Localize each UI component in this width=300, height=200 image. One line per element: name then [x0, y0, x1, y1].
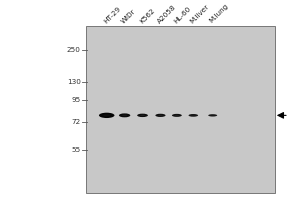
Ellipse shape [172, 114, 182, 117]
Ellipse shape [158, 115, 163, 116]
Text: 55: 55 [71, 147, 81, 153]
Ellipse shape [155, 114, 166, 117]
Text: 95: 95 [71, 97, 81, 103]
Ellipse shape [99, 113, 115, 118]
Ellipse shape [119, 113, 130, 117]
Text: A2058: A2058 [156, 4, 177, 24]
Text: 250: 250 [67, 47, 81, 53]
Text: HL-60: HL-60 [172, 5, 192, 24]
Ellipse shape [175, 115, 179, 116]
Text: 130: 130 [67, 79, 81, 85]
Text: K562: K562 [138, 7, 156, 24]
Text: M.lung: M.lung [208, 3, 230, 24]
Text: HT-29: HT-29 [103, 5, 122, 24]
Ellipse shape [188, 114, 198, 117]
Bar [86, 26, 275, 193]
Ellipse shape [122, 115, 127, 116]
Ellipse shape [137, 114, 148, 117]
Text: 72: 72 [71, 119, 81, 125]
Ellipse shape [103, 114, 110, 116]
Ellipse shape [208, 114, 217, 117]
Text: WiDr: WiDr [120, 8, 137, 24]
Ellipse shape [140, 115, 145, 116]
Text: M.liver: M.liver [189, 3, 210, 24]
